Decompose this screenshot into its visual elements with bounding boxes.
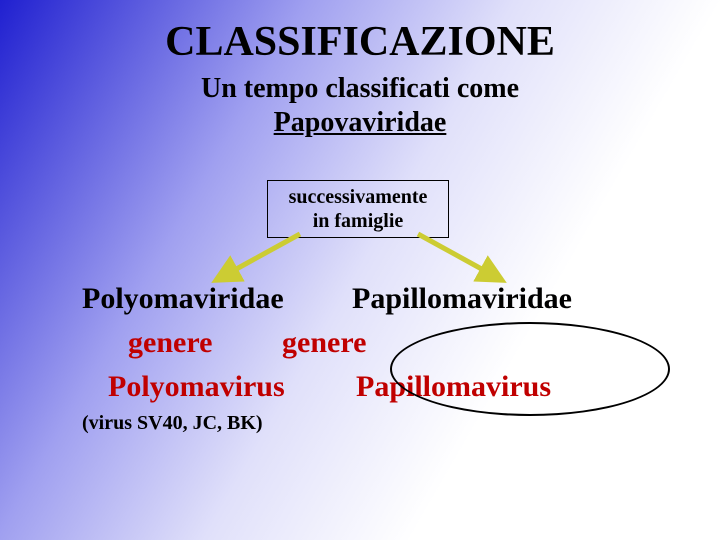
genere-label-left: genere xyxy=(128,326,212,360)
virus-examples-note: (virus SV40, JC, BK) xyxy=(82,412,263,435)
family-polyomaviridae: Polyomaviridae xyxy=(82,282,284,316)
family-papillomaviridae: Papillomaviridae xyxy=(352,282,572,316)
arrow-right xyxy=(0,0,720,540)
genere-label-right: genere xyxy=(282,326,366,360)
highlight-ellipse xyxy=(390,322,670,416)
genus-polyomavirus: Polyomavirus xyxy=(108,370,285,404)
